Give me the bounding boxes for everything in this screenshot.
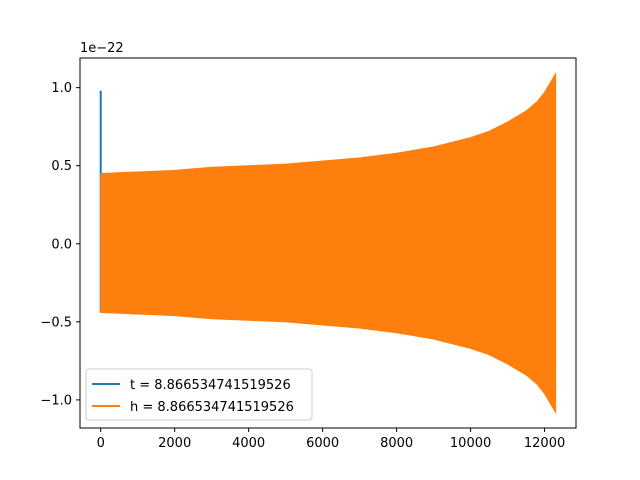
y-tick-label: 1.0 xyxy=(51,81,72,96)
y-scale-label: 1e−22 xyxy=(80,41,124,56)
series-h-line xyxy=(100,71,557,415)
legend-label-t: t = 8.866534741519526 xyxy=(130,378,291,393)
x-tick-label: 2000 xyxy=(158,436,191,451)
y-axis: 1.0 0.5 0.0 −0.5 −1.0 xyxy=(40,81,80,408)
y-tick-label: −1.0 xyxy=(40,393,72,408)
legend-label-h: h = 8.866534741519526 xyxy=(130,400,294,415)
x-tick-label: 4000 xyxy=(232,436,265,451)
legend: t = 8.866534741519526 h = 8.866534741519… xyxy=(85,368,313,421)
plot-area xyxy=(99,71,557,415)
y-tick-label: −0.5 xyxy=(40,315,72,330)
y-tick-label: 0.0 xyxy=(51,237,72,252)
y-tick-label: 0.5 xyxy=(51,159,72,174)
x-tick-label: 12000 xyxy=(524,436,565,451)
x-tick-label: 10000 xyxy=(450,436,491,451)
axes-frame xyxy=(79,57,577,429)
x-tick-label: 8000 xyxy=(380,436,413,451)
x-tick-label: 6000 xyxy=(306,436,339,451)
x-axis: 0 2000 4000 6000 8000 10000 12000 xyxy=(97,428,565,451)
x-tick-label: 0 xyxy=(97,436,105,451)
legend-box xyxy=(85,368,313,421)
